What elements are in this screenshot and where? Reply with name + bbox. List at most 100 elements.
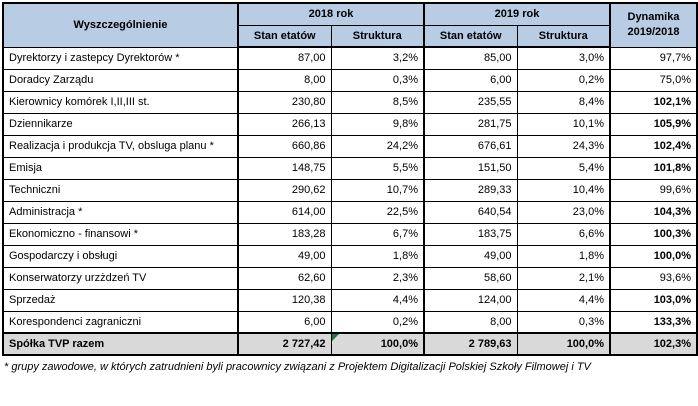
row-struktura-2019: 23,0%	[516, 200, 611, 224]
row-struktura-2019: 4,4%	[516, 288, 611, 312]
row-stan-2019: 49,00	[423, 244, 518, 268]
row-struktura-2018: 22,5%	[330, 200, 425, 224]
row-label: Sprzedaż	[2, 288, 239, 312]
row-stan-2018: 660,86	[237, 134, 332, 158]
row-stan-2018: 290,62	[237, 178, 332, 202]
table-row: Emisja 148,75 5,5% 151,50 5,4% 101,8%	[2, 156, 698, 180]
row-stan-2018: 230,80	[237, 90, 332, 114]
table-row: Techniczni 290,62 10,7% 289,33 10,4% 99,…	[2, 178, 698, 202]
table-row: Sprzedaż 120,38 4,4% 124,00 4,4% 103,0%	[2, 288, 698, 312]
row-stan-2019: 235,55	[423, 90, 518, 114]
total-struktura-2019: 100,0%	[516, 332, 611, 356]
row-stan-2019: 151,50	[423, 156, 518, 180]
header-stan-etatow-2018: Stan etatów	[237, 24, 332, 48]
header-sub-row: Stan etatów Struktura Stan etatów Strukt…	[3, 24, 697, 48]
header-stan-etatow-2019: Stan etatów	[423, 24, 518, 48]
row-label: Gospodarczy i obsługi	[2, 244, 239, 268]
table-row: Dyrektorzy i zastepcy Dyrektorów * 87,00…	[2, 46, 698, 70]
row-struktura-2019: 10,4%	[516, 178, 611, 202]
row-struktura-2019: 0,3%	[516, 310, 611, 334]
row-label: Administracja *	[2, 200, 239, 224]
row-label: Dyrektorzy i zastepcy Dyrektorów *	[2, 46, 239, 70]
total-dynamika: 102,3%	[609, 332, 698, 356]
row-stan-2019: 676,61	[423, 134, 518, 158]
total-label: Spółka TVP razem	[2, 332, 239, 356]
row-struktura-2018: 8,5%	[330, 90, 425, 114]
row-stan-2018: 148,75	[237, 156, 332, 180]
row-dynamika: 97,7%	[609, 46, 698, 70]
table-row: Korespondenci zagraniczni 6,00 0,2% 8,00…	[2, 310, 698, 334]
row-dynamika: 75,0%	[609, 68, 698, 92]
row-label: Kierownicy komórek I,II,III st.	[2, 90, 239, 114]
total-struktura-2018: 100,0%	[330, 332, 425, 356]
row-struktura-2018: 4,4%	[330, 288, 425, 312]
row-struktura-2018: 10,7%	[330, 178, 425, 202]
header-dynamika-line2: 2019/2018	[627, 26, 680, 39]
row-label: Realizacja i produkcja TV, obsluga planu…	[2, 134, 239, 158]
row-dynamika: 100,0%	[609, 244, 698, 268]
staffing-table: Wyszczególnienie 2018 rok 2019 rok Dynam…	[2, 2, 698, 356]
header-group-row: Wyszczególnienie 2018 rok 2019 rok Dynam…	[2, 2, 698, 48]
row-struktura-2019: 0,2%	[516, 68, 611, 92]
total-stan-2018: 2 727,42	[237, 332, 332, 356]
row-struktura-2018: 1,8%	[330, 244, 425, 268]
row-dynamika: 102,4%	[609, 134, 698, 158]
row-struktura-2018: 2,3%	[330, 266, 425, 290]
table-row: Doradcy Zarządu 8,00 0,3% 6,00 0,2% 75,0…	[2, 68, 698, 92]
table-row: Kierownicy komórek I,II,III st. 230,80 8…	[2, 90, 698, 114]
row-stan-2018: 266,13	[237, 112, 332, 136]
table-header: Wyszczególnienie 2018 rok 2019 rok Dynam…	[2, 2, 698, 48]
row-struktura-2019: 2,1%	[516, 266, 611, 290]
table-row: Dziennikarze 266,13 9,8% 281,75 10,1% 10…	[2, 112, 698, 136]
header-struktura-2019: Struktura	[516, 24, 611, 48]
excel-flag-icon	[332, 335, 339, 341]
row-label: Konserwatorzy urzżdzeń TV	[2, 266, 239, 290]
row-stan-2019: 58,60	[423, 266, 518, 290]
row-stan-2019: 183,75	[423, 222, 518, 246]
row-label: Dziennikarze	[2, 112, 239, 136]
row-struktura-2019: 5,4%	[516, 156, 611, 180]
row-dynamika: 99,6%	[609, 178, 698, 202]
row-struktura-2019: 1,8%	[516, 244, 611, 268]
row-struktura-2019: 3,0%	[516, 46, 611, 70]
table-row: Gospodarczy i obsługi 49,00 1,8% 49,00 1…	[2, 244, 698, 268]
row-stan-2018: 8,00	[237, 68, 332, 92]
header-wyszczegolnienie: Wyszczególnienie	[2, 2, 239, 48]
row-stan-2018: 6,00	[237, 310, 332, 334]
table-row: Ekonomiczno - finansowi * 183,28 6,7% 18…	[2, 222, 698, 246]
row-stan-2018: 614,00	[237, 200, 332, 224]
row-struktura-2018: 3,2%	[330, 46, 425, 70]
row-stan-2019: 85,00	[423, 46, 518, 70]
table-row: Realizacja i produkcja TV, obsluga planu…	[2, 134, 698, 158]
row-label: Korespondenci zagraniczni	[2, 310, 239, 334]
row-struktura-2019: 24,3%	[516, 134, 611, 158]
row-dynamika: 101,8%	[609, 156, 698, 180]
total-stan-2019: 2 789,63	[423, 332, 518, 356]
row-dynamika: 100,3%	[609, 222, 698, 246]
header-dynamika-line1: Dynamika	[627, 11, 680, 24]
row-stan-2018: 183,28	[237, 222, 332, 246]
footnote: * grupy zawodowe, w których zatrudnieni …	[4, 361, 591, 373]
row-label: Emisja	[2, 156, 239, 180]
total-struktura-2018-value: 100,0%	[380, 338, 418, 350]
row-struktura-2018: 9,8%	[330, 112, 425, 136]
row-stan-2019: 124,00	[423, 288, 518, 312]
row-struktura-2019: 8,4%	[516, 90, 611, 114]
table-row: Administracja * 614,00 22,5% 640,54 23,0…	[2, 200, 698, 224]
row-dynamika: 93,6%	[609, 266, 698, 290]
row-stan-2018: 49,00	[237, 244, 332, 268]
table-body: Dyrektorzy i zastepcy Dyrektorów * 87,00…	[2, 46, 698, 356]
row-stan-2019: 289,33	[423, 178, 518, 202]
row-stan-2018: 62,60	[237, 266, 332, 290]
row-struktura-2018: 0,3%	[330, 68, 425, 92]
total-row: Spółka TVP razem 2 727,42 100,0% 2 789,6…	[2, 332, 698, 356]
table-row: Konserwatorzy urzżdzeń TV 62,60 2,3% 58,…	[2, 266, 698, 290]
row-label: Ekonomiczno - finansowi *	[2, 222, 239, 246]
row-stan-2019: 281,75	[423, 112, 518, 136]
row-struktura-2019: 6,6%	[516, 222, 611, 246]
row-stan-2018: 120,38	[237, 288, 332, 312]
row-stan-2019: 8,00	[423, 310, 518, 334]
row-struktura-2018: 24,2%	[330, 134, 425, 158]
row-label: Techniczni	[2, 178, 239, 202]
